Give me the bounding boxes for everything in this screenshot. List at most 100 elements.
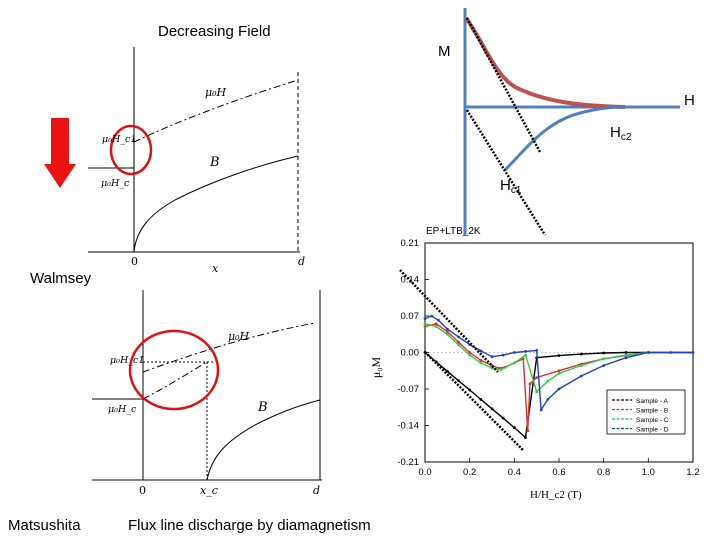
chart-y-tick-label: -0.14 [397,421,419,432]
bottom-d-label: d [313,484,321,497]
bottom-zero-label: 0 [139,484,146,497]
chart-data-point [579,374,583,378]
chart-xlabel: H/H_c2 (T) [530,489,582,501]
chart-legend-label: Sample - C [636,417,669,424]
mh-Hc2-label: Hc2 [610,124,632,143]
chart-data-point [521,357,525,361]
chart-data-point [499,368,503,372]
chart-data-point [445,332,449,336]
chart-data-point [546,398,550,401]
chart-data-point [457,335,460,339]
matsushita-label: Matsushita [8,517,81,534]
mh-Hc1-label: Hc1 [500,177,522,196]
chart-x-tick-label: 0.0 [418,467,431,478]
chart-data-point [691,351,695,354]
chart-data-point [430,314,434,318]
chart-slope-line-upper [399,269,499,373]
mh-slope-line-upper [465,17,542,153]
top-mu0Hc1-label: μ₀H_c1 [102,134,137,145]
top-zero-label: 0 [131,255,138,268]
chart-data-point [624,353,628,357]
chart-data-point [423,325,427,328]
top-d-label: d [298,255,306,268]
mh-slope-line-lower [465,109,547,236]
top-x-label: x [212,262,219,275]
chart-data-point [535,376,539,379]
chart-data-point [468,388,472,392]
hc1-highlight-bottom [128,329,220,411]
chart-y-tick-label: 0.07 [401,311,420,322]
chart-data-point [535,349,539,352]
mh-lower-curve [503,105,626,172]
bottom-mu0H-label: μ₀H [228,330,250,343]
chart-y-tick-label: -0.07 [397,384,419,395]
chart-data-point [479,349,483,353]
chart-x-tick-label: 0.8 [597,467,610,478]
chart-data-point [539,408,543,412]
chart-data-point [437,318,440,322]
mh-M-label: M [438,43,451,60]
mh-H-label: H [684,92,695,109]
chart-data-point [646,351,650,354]
chart-data-point [602,357,606,361]
chart-data-point [528,382,532,386]
chart-legend [606,389,686,435]
top-mu0Hc-label: μ₀H_c [101,178,130,189]
chart-data-point [423,322,427,326]
chart-data-point [434,325,438,328]
chart-data-point [457,379,460,383]
chart-x-tick-label: 1.2 [686,467,699,478]
chart-data-point [557,387,561,391]
chart-data-point [423,317,427,321]
chart-y-tick-label: 0.21 [401,238,420,249]
chart-x-tick-label: 0.6 [552,467,565,478]
chart-x-tick-label: 1.0 [642,467,655,478]
top-B-label: B [210,155,220,170]
chart-data-point [624,351,628,354]
chart-legend-label: Sample - A [636,398,668,405]
chart-y-tick-label: 0.14 [401,275,420,286]
chart-data-point [468,351,472,354]
chart-data-point [524,436,527,439]
chart-data-point [524,350,527,353]
chart-data-point [624,356,628,360]
chart-legend-label: Sample - B [636,408,668,415]
chart-data-point [535,390,539,394]
chart-data-point [602,351,606,355]
flux-caption: Flux line discharge by diamagnetism [128,517,371,534]
chart-data-point [512,361,516,365]
chart-y-tick-label: -0.21 [397,457,419,468]
bottom-B-label: B [258,400,268,415]
chart-data-point [501,416,505,420]
chart-series-line [424,323,693,393]
chart-ylabel: μ₀M [369,356,384,379]
chart-data-point [457,343,460,347]
chart-data-point [457,340,460,344]
chart-data-point [524,353,527,357]
chart-data-point [512,426,516,429]
chart-x-tick-label: 0.2 [463,467,476,478]
chart-data-point [434,322,438,326]
chart-data-point [557,354,561,358]
chart-data-point [602,364,606,367]
chart-data-point [557,371,561,375]
chart-data-point [512,351,516,354]
chart-data-point [501,353,505,357]
chart-data-point [445,327,449,331]
chart-data-point [579,352,583,356]
bottom-xc-label: x_c [200,484,218,497]
chart-y-tick-label: 0.00 [401,348,420,359]
top-mu0H-label: μ₀H [205,86,227,99]
chart-data-point [468,353,472,357]
chart-legend-label: Sample - D [636,427,669,434]
chart-data-point [490,407,494,411]
chart-data-point [579,364,583,367]
chart-data-point [445,330,449,334]
chart-series-line [424,351,693,439]
chart-data-point [526,429,530,433]
